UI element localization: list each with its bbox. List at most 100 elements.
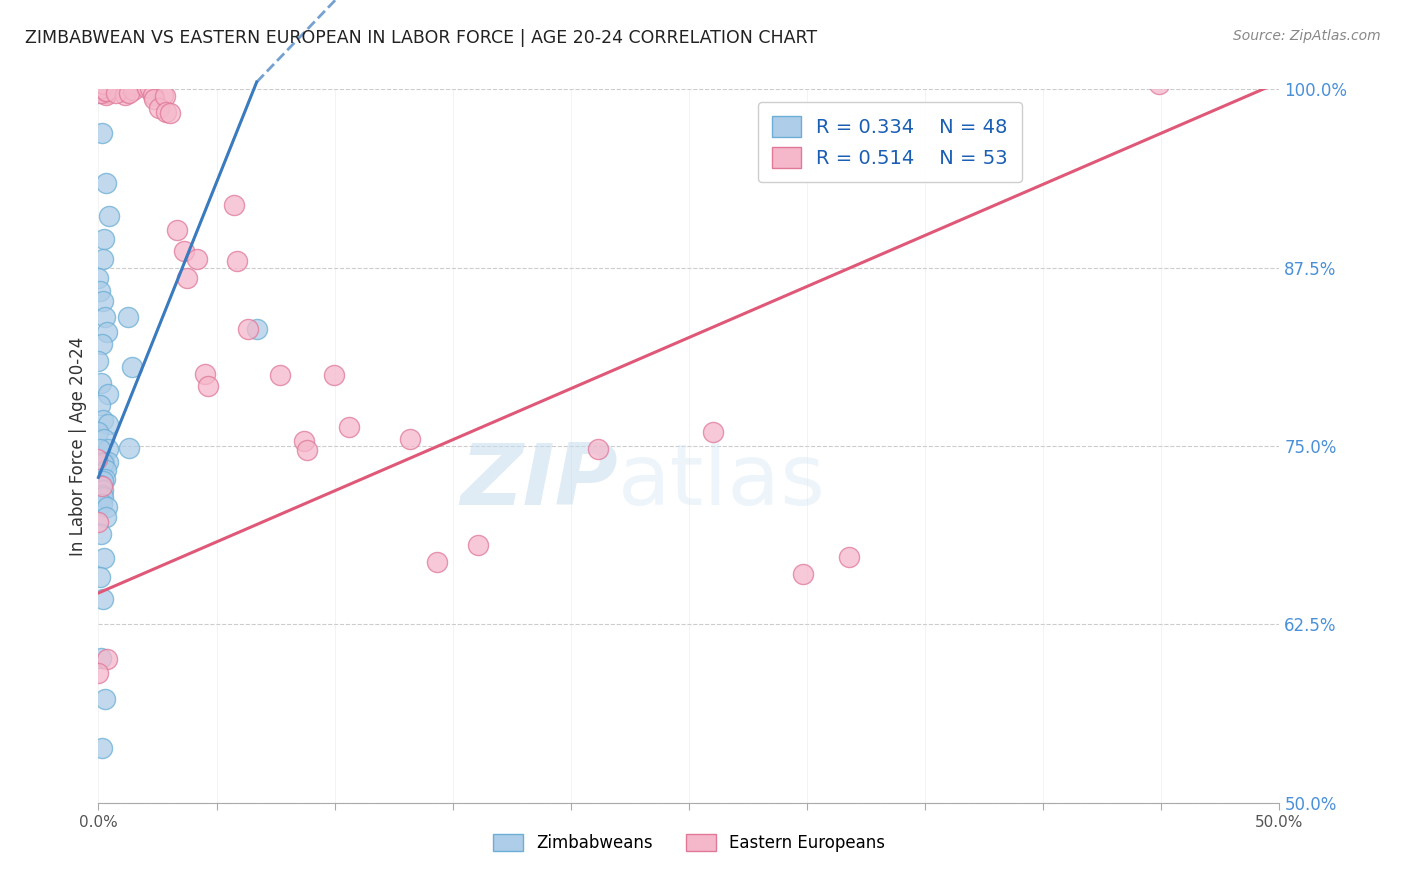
- Point: [87, 86, 110, 100]
- Point: [117, 442, 139, 456]
- Point: [222, 198, 245, 212]
- Point: [94, 87, 117, 102]
- Point: [586, 442, 609, 456]
- Point: [89, 398, 111, 412]
- Point: [166, 222, 188, 236]
- Point: [93, 455, 115, 469]
- Point: [89, 284, 111, 298]
- Point: [90, 497, 112, 511]
- Point: [90, 488, 112, 502]
- Point: [236, 321, 259, 335]
- Point: [186, 252, 208, 266]
- Point: [398, 433, 420, 447]
- Point: [194, 368, 217, 382]
- Point: [86, 452, 108, 467]
- Point: [467, 537, 489, 551]
- Point: [91, 591, 114, 606]
- Point: [1147, 78, 1170, 92]
- Text: Source: ZipAtlas.com: Source: ZipAtlas.com: [1233, 29, 1381, 43]
- Point: [97, 209, 120, 223]
- Point: [96, 79, 118, 94]
- Point: [148, 101, 170, 115]
- Point: [143, 92, 166, 106]
- Legend: Zimbabweans, Eastern Europeans: Zimbabweans, Eastern Europeans: [486, 827, 891, 859]
- Point: [91, 126, 114, 140]
- Point: [121, 360, 143, 375]
- Point: [96, 84, 118, 98]
- Point: [155, 104, 177, 119]
- Point: [94, 463, 117, 477]
- Point: [94, 472, 117, 486]
- Point: [94, 79, 117, 94]
- Point: [197, 378, 219, 392]
- Point: [117, 310, 139, 325]
- Point: [97, 442, 120, 457]
- Point: [89, 570, 111, 584]
- Point: [93, 432, 115, 446]
- Point: [91, 490, 114, 504]
- Point: [94, 310, 117, 325]
- Point: [297, 443, 319, 458]
- Point: [87, 516, 110, 530]
- Point: [105, 86, 128, 100]
- Point: [122, 78, 145, 92]
- Point: [135, 78, 157, 92]
- Point: [91, 81, 114, 95]
- Point: [702, 425, 724, 440]
- Point: [87, 82, 110, 96]
- Point: [93, 232, 115, 246]
- Point: [323, 368, 346, 383]
- Point: [122, 83, 145, 97]
- Point: [94, 176, 117, 190]
- Point: [90, 651, 112, 665]
- Point: [96, 500, 118, 514]
- Point: [159, 106, 181, 120]
- Point: [96, 326, 118, 340]
- Point: [117, 87, 139, 101]
- Point: [87, 83, 110, 97]
- Point: [94, 84, 117, 98]
- Point: [89, 442, 111, 457]
- Point: [91, 413, 114, 427]
- Point: [96, 86, 118, 100]
- Point: [138, 80, 160, 95]
- Point: [87, 270, 110, 285]
- Point: [153, 89, 176, 103]
- Point: [90, 376, 112, 390]
- Point: [226, 253, 249, 268]
- Point: [426, 555, 449, 569]
- Point: [87, 354, 110, 368]
- Point: [838, 550, 860, 565]
- Point: [90, 740, 112, 755]
- Text: ZIP: ZIP: [460, 440, 619, 524]
- Point: [97, 387, 120, 401]
- Point: [173, 244, 195, 258]
- Point: [93, 550, 115, 565]
- Point: [114, 85, 136, 99]
- Point: [152, 87, 174, 102]
- Point: [337, 420, 360, 434]
- Point: [91, 483, 114, 497]
- Point: [87, 665, 110, 680]
- Point: [246, 322, 269, 336]
- Point: [87, 457, 110, 471]
- Point: [269, 368, 291, 383]
- Point: [97, 417, 120, 431]
- Point: [292, 434, 315, 448]
- Point: [176, 271, 198, 285]
- Point: [114, 87, 136, 102]
- Point: [96, 509, 118, 524]
- Point: [90, 527, 112, 541]
- Point: [97, 455, 120, 469]
- Point: [142, 87, 165, 102]
- Text: ZIMBABWEAN VS EASTERN EUROPEAN IN LABOR FORCE | AGE 20-24 CORRELATION CHART: ZIMBABWEAN VS EASTERN EUROPEAN IN LABOR …: [25, 29, 817, 46]
- Point: [91, 252, 114, 266]
- Point: [94, 692, 117, 706]
- Point: [91, 474, 114, 488]
- Point: [90, 336, 112, 351]
- Point: [90, 87, 112, 101]
- Point: [93, 456, 115, 470]
- Point: [96, 651, 118, 665]
- Point: [792, 567, 814, 582]
- Text: atlas: atlas: [619, 440, 827, 524]
